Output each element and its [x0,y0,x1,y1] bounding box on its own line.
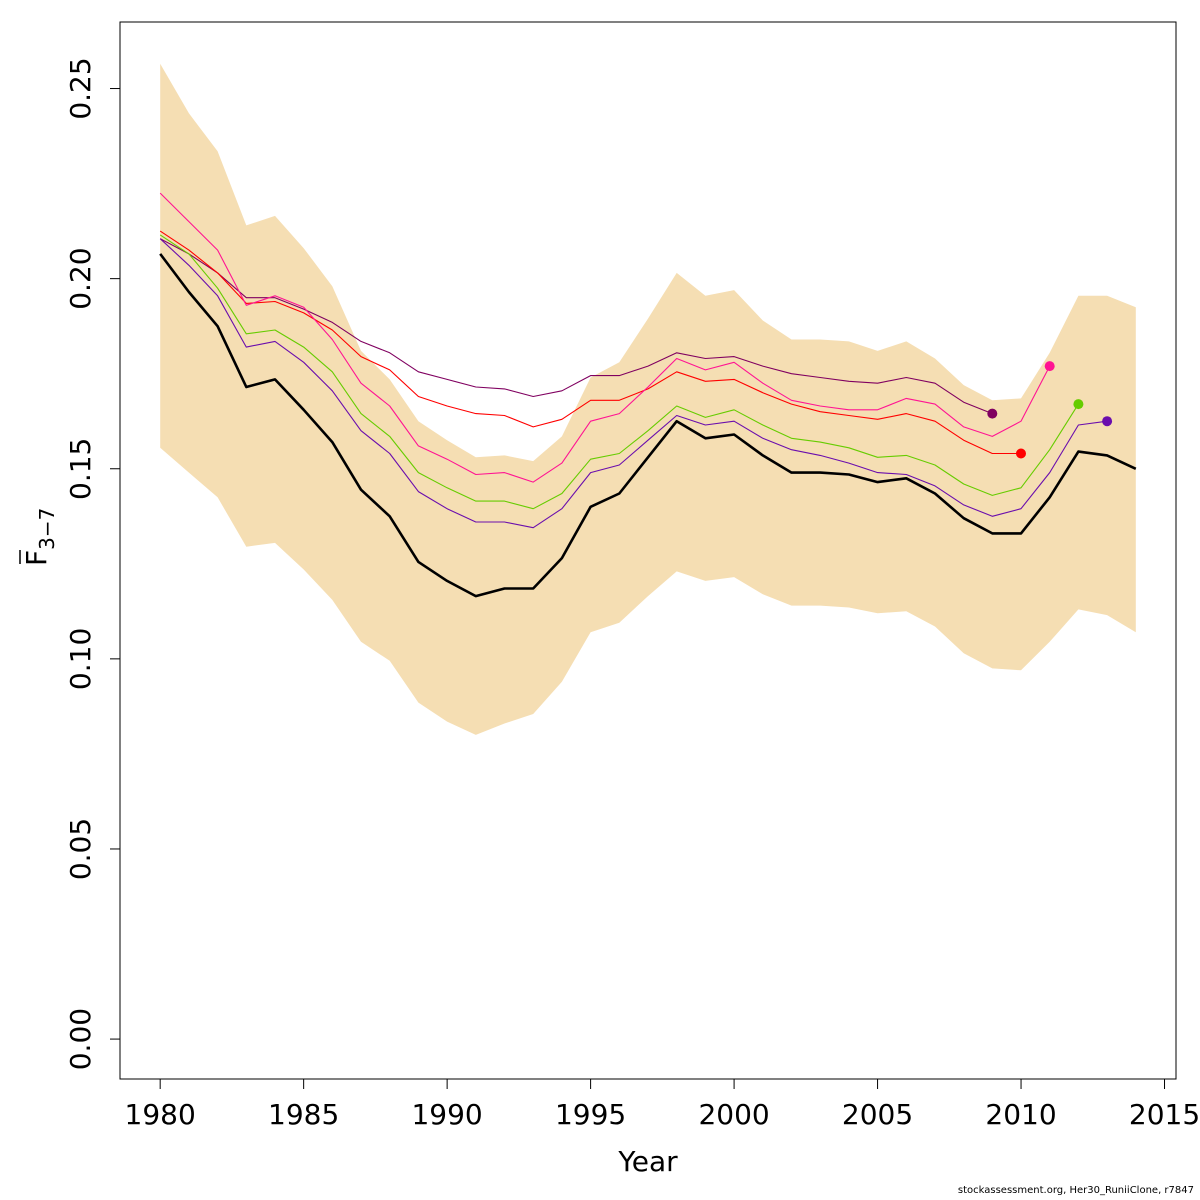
series-line-1 [159,238,993,415]
x-tick-label-1995: 1995 [555,1098,626,1131]
series-end-point-4 [1073,399,1084,410]
confidence-band [160,63,1136,735]
footnote: stockassessment.org, Her30_RuniiClone, r… [957,1185,1194,1196]
x-tick-label-1990: 1990 [411,1098,482,1131]
y-tick-label-0: 0.00 [64,1008,97,1070]
confidence-band-layer [160,63,1136,735]
series-end-point-3 [1044,361,1055,372]
x-tick-label-2015: 2015 [1129,1098,1200,1131]
y-axis-title-main: F [20,550,53,566]
svg-text:F3−7: F3−7 [20,508,59,566]
series-end-point-5 [1102,416,1113,427]
x-tick-label-2005: 2005 [842,1098,913,1131]
y-axis-title-subscript: 3−7 [35,508,59,550]
y-axis-title: F3−7 [19,508,59,566]
y-axis: 0.00 0.05 0.10 0.15 0.20 0.25 [64,57,121,1070]
y-tick-label-5: 0.25 [64,57,97,119]
series-end-point-2 [1016,448,1026,459]
x-tick-label-2010: 2010 [985,1098,1056,1131]
series-line-3 [159,192,1051,483]
x-axis: 1980 1985 1990 1995 2000 2005 2010 2015 [125,1078,1200,1131]
series-line-4 [159,234,1079,510]
y-tick-label-4: 0.20 [64,247,97,309]
series-line-5 [159,238,1108,529]
y-tick-label-3: 0.15 [64,438,97,500]
x-tick-label-1985: 1985 [268,1098,339,1131]
x-tick-label-1980: 1980 [125,1098,196,1131]
y-tick-label-1: 0.05 [64,818,97,880]
x-axis-title: Year [617,1145,678,1178]
series-end-points [987,361,1113,459]
series-line-2 [159,230,1021,455]
series-line-0 [159,253,1137,598]
x-tick-label-2000: 2000 [698,1098,769,1131]
y-tick-label-2: 0.10 [64,628,97,690]
series-end-point-1 [987,408,998,419]
series-layer [159,192,1137,598]
